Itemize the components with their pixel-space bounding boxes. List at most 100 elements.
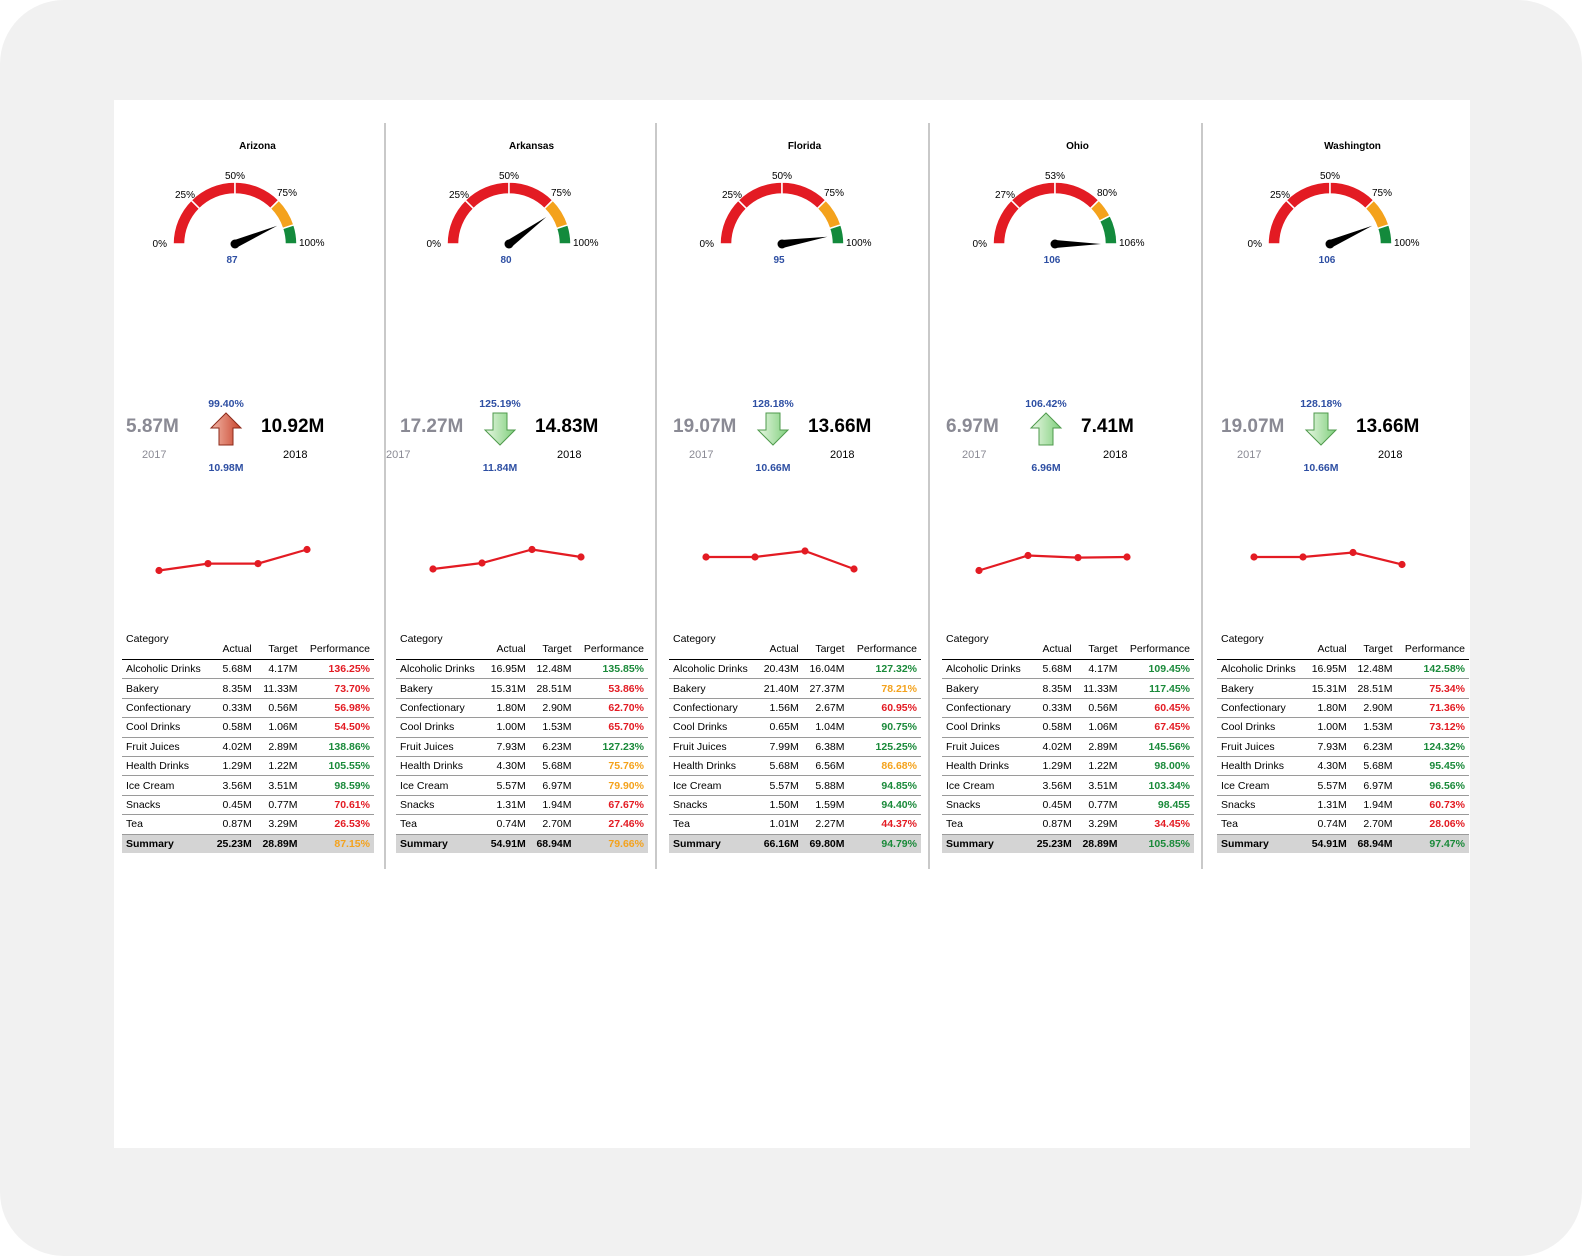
table-row: Confectionary 1.80M 2.90M 62.70% [396, 698, 648, 719]
gauge-band [1054, 181, 1100, 210]
cell-category: Tea [669, 814, 757, 835]
header-category: Category [1217, 633, 1305, 660]
cell-category: Cool Drinks [1217, 717, 1305, 738]
cell-category: Tea [942, 814, 1030, 835]
summary-target: 68.94M [1350, 834, 1397, 853]
table-row: Cool Drinks 0.58M 1.06M 67.45% [942, 717, 1194, 738]
table-row: Fruit Juices 7.99M 6.38M 125.25% [669, 737, 921, 757]
cell-actual: 3.56M [1029, 775, 1076, 796]
table-row: Cool Drinks 0.65M 1.04M 90.75% [669, 717, 921, 738]
header-actual: Actual [483, 633, 530, 660]
gauge-needle [233, 225, 278, 248]
cell-target: 6.23M [1350, 737, 1397, 757]
cell-actual: 1.56M [756, 698, 803, 719]
cell-category: Alcoholic Drinks [669, 659, 757, 680]
cell-target: 2.90M [1350, 698, 1397, 719]
table-row: Bakery 8.35M 11.33M 117.45% [942, 678, 1194, 699]
cell-actual: 3.56M [209, 775, 256, 796]
gauge-tick-label: 25% [722, 190, 742, 201]
header-target: Target [802, 633, 849, 660]
summary-row: Summary 54.91M 68.94M 79.66% [396, 834, 648, 853]
cell-category: Snacks [942, 795, 1030, 816]
cell-category: Snacks [396, 795, 484, 816]
cell-performance: 34.45% [1121, 814, 1194, 835]
cell-actual: 8.35M [209, 678, 256, 699]
arrow-up-icon [209, 412, 243, 446]
cell-target: 2.89M [1075, 737, 1122, 757]
table-row: Tea 0.87M 3.29M 26.53% [122, 814, 374, 835]
cell-actual: 0.45M [1029, 795, 1076, 816]
cell-target: 0.56M [1075, 698, 1122, 719]
column-divider [655, 123, 657, 869]
summary-label: Summary [669, 834, 757, 853]
prev-year-label: 2017 [962, 449, 987, 461]
table-row: Confectionary 1.56M 2.67M 60.95% [669, 698, 921, 719]
gauge-tick-label: 0% [427, 239, 442, 250]
state-panel-ohio: Ohio 0% 27% 53% 80% 106% 106 106.42% 6.97M 2017 7.… [942, 100, 1213, 1148]
kpi-block: 128.18% 19.07M 2017 13.66M 2018 10.66M [669, 390, 940, 490]
cell-actual: 4.30M [483, 756, 530, 777]
cell-target: 1.94M [1350, 795, 1397, 816]
table-row: Snacks 1.31M 1.94M 60.73% [1217, 795, 1469, 816]
gauge-band [234, 181, 280, 210]
prev-year-value: 17.27M [400, 416, 464, 437]
cell-actual: 1.29M [1029, 756, 1076, 777]
state-panel-washington: Washington 0% 25% 50% 75% 100% 106 128.18% 19.07… [1217, 100, 1488, 1148]
cell-category: Confectionary [122, 698, 210, 719]
summary-performance: 87.15% [301, 834, 374, 853]
trend-sparkline [1250, 548, 1406, 569]
trend-line [706, 549, 855, 571]
cell-target: 2.70M [1350, 814, 1397, 835]
cell-actual: 0.58M [209, 717, 256, 738]
cell-actual: 0.45M [209, 795, 256, 816]
cell-performance: 70.61% [301, 795, 374, 816]
cell-performance: 95.45% [1396, 756, 1469, 777]
growth-percent: 106.42% [1025, 398, 1067, 410]
cell-category: Ice Cream [122, 775, 210, 796]
table-row: Fruit Juices 7.93M 6.23M 127.23% [396, 737, 648, 757]
table-row: Ice Cream 5.57M 6.97M 79.90% [396, 775, 648, 796]
table-row: Alcoholic Drinks 5.68M 4.17M 109.45% [942, 659, 1194, 680]
summary-actual: 54.91M [483, 834, 530, 853]
summary-row: Summary 54.91M 68.94M 97.47% [1217, 834, 1469, 853]
header-category: Category [669, 633, 757, 660]
cell-actual: 0.74M [1304, 814, 1351, 835]
trend-point [528, 545, 536, 554]
cell-performance: 145.56% [1121, 737, 1194, 757]
trend-point [155, 566, 163, 575]
cell-performance: 103.34% [1121, 775, 1194, 796]
table-row: Snacks 1.50M 1.59M 94.40% [669, 795, 921, 816]
header-category: Category [122, 633, 210, 660]
summary-row: Summary 25.23M 28.89M 87.15% [122, 834, 374, 853]
summary-actual: 54.91M [1304, 834, 1351, 853]
cell-category: Confectionary [396, 698, 484, 719]
cell-category: Alcoholic Drinks [942, 659, 1030, 680]
cell-target: 3.29M [255, 814, 302, 835]
cell-category: Bakery [396, 678, 484, 699]
header-target: Target [1350, 633, 1397, 660]
state-title: Arizona [239, 141, 276, 152]
current-year-value: 7.41M [1081, 416, 1134, 437]
summary-performance: 97.47% [1396, 834, 1469, 853]
cell-target: 1.04M [802, 717, 849, 738]
gauge-band [1098, 214, 1118, 245]
cell-actual: 0.58M [1029, 717, 1076, 738]
cell-target: 0.77M [255, 795, 302, 816]
cell-target: 16.04M [802, 659, 849, 680]
cell-actual: 0.33M [1029, 698, 1076, 719]
summary-performance: 105.85% [1121, 834, 1194, 853]
state-title: Florida [787, 141, 822, 152]
summary-actual: 66.16M [756, 834, 803, 853]
cell-actual: 1.31M [483, 795, 530, 816]
gauge-value: 87 [226, 255, 238, 266]
table-row: Health Drinks 1.29M 1.22M 98.00% [942, 756, 1194, 777]
trend-point [303, 545, 311, 554]
cell-performance: 98.59% [301, 775, 374, 796]
cell-category: Cool Drinks [396, 717, 484, 738]
table-row: Bakery 15.31M 28.51M 53.86% [396, 678, 648, 699]
gauge-band [508, 181, 554, 210]
trend-sparkline [155, 545, 311, 575]
gauge-chart: 0% 25% 50% 75% 100% 106 [1248, 171, 1420, 266]
current-year-label: 2018 [1103, 449, 1128, 461]
cell-performance: 56.98% [301, 698, 374, 719]
